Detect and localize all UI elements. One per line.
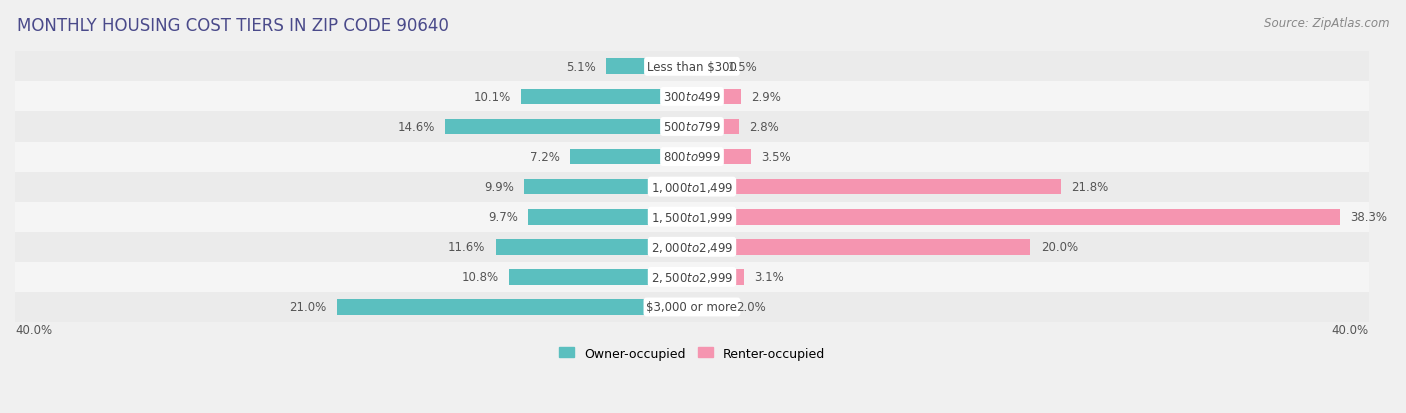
Bar [692, 59, 717, 75]
Text: $2,500 to $2,999: $2,500 to $2,999 [651, 270, 734, 284]
Bar [692, 269, 744, 285]
Bar [692, 119, 740, 135]
Text: $300 to $499: $300 to $499 [664, 91, 721, 104]
Text: 38.3%: 38.3% [1350, 211, 1388, 224]
Text: 40.0%: 40.0% [1331, 323, 1369, 336]
Text: 3.5%: 3.5% [762, 151, 792, 164]
Text: 20.0%: 20.0% [1040, 241, 1078, 254]
Bar [569, 150, 692, 165]
Bar [692, 89, 741, 105]
Text: 21.0%: 21.0% [290, 301, 326, 314]
Bar [692, 179, 1062, 195]
Bar [15, 232, 1369, 262]
Text: 9.7%: 9.7% [488, 211, 517, 224]
Text: MONTHLY HOUSING COST TIERS IN ZIP CODE 90640: MONTHLY HOUSING COST TIERS IN ZIP CODE 9… [17, 17, 449, 34]
Bar [15, 82, 1369, 112]
Text: 9.9%: 9.9% [485, 181, 515, 194]
Bar [522, 89, 692, 105]
Text: 1.5%: 1.5% [727, 61, 758, 74]
Text: 3.1%: 3.1% [755, 271, 785, 284]
Legend: Owner-occupied, Renter-occupied: Owner-occupied, Renter-occupied [554, 342, 830, 365]
Bar [15, 172, 1369, 202]
Text: 40.0%: 40.0% [15, 323, 52, 336]
Bar [15, 202, 1369, 232]
Text: 2.8%: 2.8% [749, 121, 779, 134]
Bar [496, 240, 692, 255]
Bar [15, 142, 1369, 172]
Bar [444, 119, 692, 135]
Bar [524, 179, 692, 195]
Bar [527, 209, 692, 225]
Text: 10.1%: 10.1% [474, 91, 510, 104]
Bar [15, 112, 1369, 142]
Text: $500 to $799: $500 to $799 [664, 121, 721, 134]
Text: $2,000 to $2,499: $2,000 to $2,499 [651, 240, 734, 254]
Bar [15, 52, 1369, 82]
Text: 11.6%: 11.6% [449, 241, 485, 254]
Bar [336, 299, 692, 315]
Text: Less than $300: Less than $300 [647, 61, 737, 74]
Text: $3,000 or more: $3,000 or more [647, 301, 738, 314]
Text: Source: ZipAtlas.com: Source: ZipAtlas.com [1264, 17, 1389, 29]
Bar [692, 209, 1340, 225]
Bar [692, 299, 725, 315]
Text: 7.2%: 7.2% [530, 151, 560, 164]
Text: $800 to $999: $800 to $999 [664, 151, 721, 164]
Bar [15, 292, 1369, 322]
Text: 10.8%: 10.8% [463, 271, 499, 284]
Bar [692, 150, 751, 165]
Text: $1,500 to $1,999: $1,500 to $1,999 [651, 210, 734, 224]
Text: 2.9%: 2.9% [751, 91, 782, 104]
Bar [509, 269, 692, 285]
Bar [606, 59, 692, 75]
Text: 21.8%: 21.8% [1071, 181, 1108, 194]
Text: 2.0%: 2.0% [735, 301, 766, 314]
Bar [15, 262, 1369, 292]
Text: 14.6%: 14.6% [398, 121, 434, 134]
Text: $1,000 to $1,499: $1,000 to $1,499 [651, 180, 734, 194]
Bar [692, 240, 1031, 255]
Text: 5.1%: 5.1% [565, 61, 596, 74]
